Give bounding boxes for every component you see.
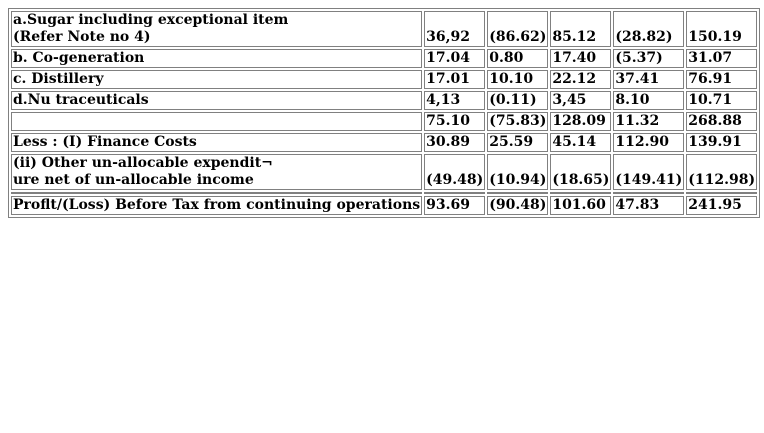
value-cell: (112.98) [686,154,758,190]
row-label-line: ure net of un-allocable income [13,172,254,188]
value-cell: 22.12 [550,70,612,89]
table-row: b. Co-generation 17.04 0.80 17.40 (5.37)… [11,49,758,68]
separator-cell [686,192,758,194]
value-cell: 25.59 [487,133,549,152]
segment-results-table: a.Sugar including exceptional item (Refer… [8,8,761,218]
row-label: b. Co-generation [11,49,423,68]
value-cell: 10.71 [686,91,758,110]
value-cell: 75.10 [424,112,486,131]
value-cell: 17.04 [424,49,486,68]
row-label-line: (Refer Note no 4) [13,29,151,45]
table-row: Proflt/(Loss) Before Tax from continuing… [11,196,758,215]
value-cell: 8.10 [613,91,685,110]
value-cell: (0.11) [487,91,549,110]
value-cell: 30.89 [424,133,486,152]
row-label: c. Distillery [11,70,423,89]
row-label: Less : (I) Finance Costs [11,133,423,152]
value-cell: (149.41) [613,154,685,190]
value-cell: 76.91 [686,70,758,89]
row-label-line: a.Sugar including exceptional item [13,12,289,28]
value-cell: 0.80 [487,49,549,68]
separator-cell [11,192,423,194]
separator-row [11,192,758,194]
row-label: (ii) Other un-allocable expendit¬ ure net… [11,154,423,190]
table-row: c. Distillery 17.01 10.10 22.12 37.41 76… [11,70,758,89]
value-cell: (10.94) [487,154,549,190]
value-cell: (49.48) [424,154,486,190]
value-cell: 93.69 [424,196,486,215]
value-cell: 37.41 [613,70,685,89]
value-cell: 4,13 [424,91,486,110]
value-cell: 11.32 [613,112,685,131]
value-cell: 150.19 [686,11,758,47]
separator-cell [613,192,685,194]
row-label [11,112,423,131]
separator-cell [424,192,486,194]
value-cell: 139.91 [686,133,758,152]
value-cell: (5.37) [613,49,685,68]
value-cell: 3,45 [550,91,612,110]
value-cell: (90.48) [487,196,549,215]
row-label: a.Sugar including exceptional item (Refer… [11,11,423,47]
table-row: d.Nu traceuticals 4,13 (0.11) 3,45 8.10 … [11,91,758,110]
table-row: a.Sugar including exceptional item (Refer… [11,11,758,47]
value-cell: (75.83) [487,112,549,131]
value-cell: 31.07 [686,49,758,68]
value-cell: (18.65) [550,154,612,190]
value-cell: 47.83 [613,196,685,215]
value-cell: 45.14 [550,133,612,152]
row-label-line: (ii) Other un-allocable expendit¬ [13,155,273,171]
separator-cell [487,192,549,194]
value-cell: 241.95 [686,196,758,215]
value-cell: 85.12 [550,11,612,47]
value-cell: (28.82) [613,11,685,47]
table-row: Less : (I) Finance Costs 30.89 25.59 45.… [11,133,758,152]
row-label: d.Nu traceuticals [11,91,423,110]
value-cell: 36,92 [424,11,486,47]
value-cell: 128.09 [550,112,612,131]
table-row: 75.10 (75.83) 128.09 11.32 268.88 [11,112,758,131]
table-row: (ii) Other un-allocable expendit¬ ure net… [11,154,758,190]
value-cell: 101.60 [550,196,612,215]
financial-table-container: a.Sugar including exceptional item (Refer… [8,8,761,218]
separator-cell [550,192,612,194]
value-cell: 17.01 [424,70,486,89]
value-cell: 10.10 [487,70,549,89]
row-label: Proflt/(Loss) Before Tax from continuing… [11,196,423,215]
value-cell: 268.88 [686,112,758,131]
value-cell: (86.62) [487,11,549,47]
value-cell: 17.40 [550,49,612,68]
value-cell: 112.90 [613,133,685,152]
